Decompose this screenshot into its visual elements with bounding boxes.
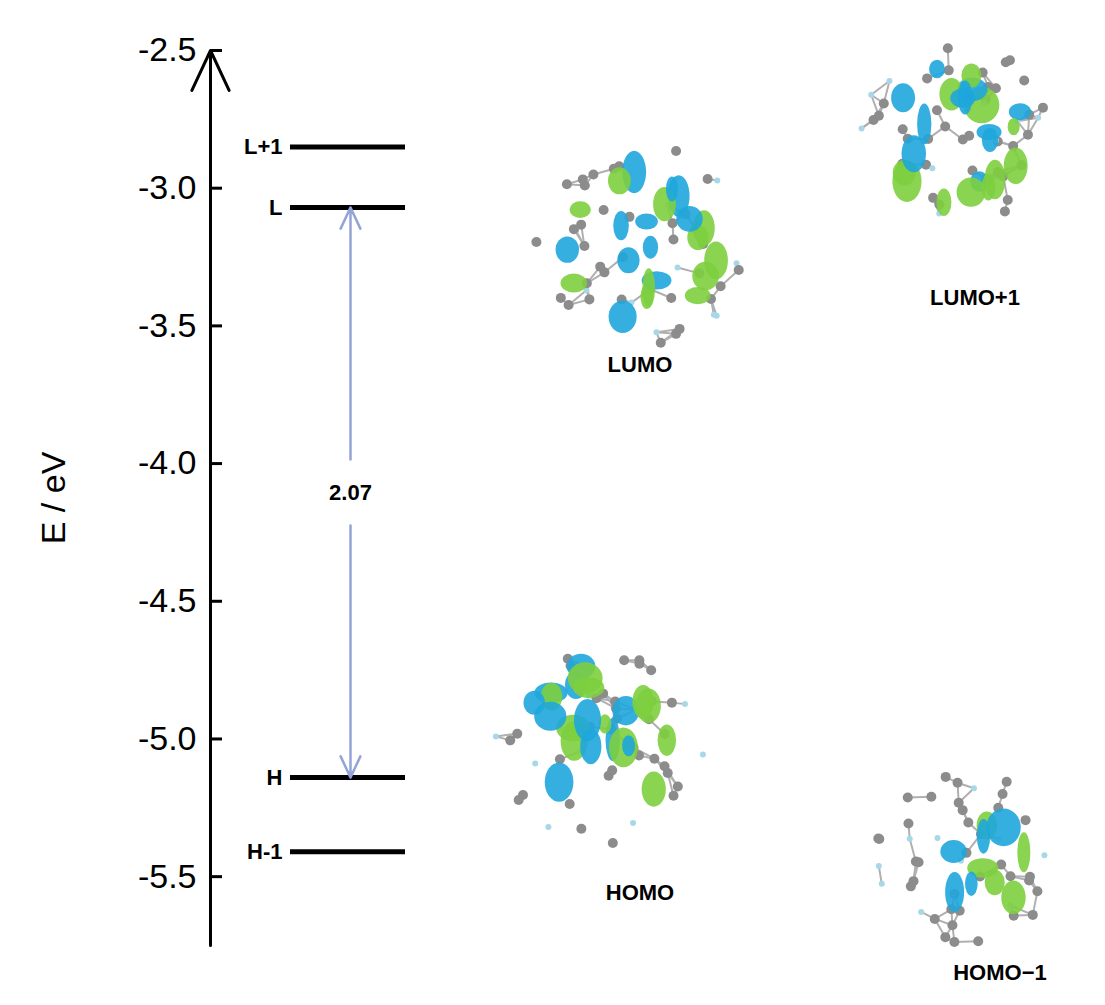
svg-text:L+1: L+1 bbox=[244, 134, 283, 159]
svg-text:-5.0: -5.0 bbox=[138, 719, 197, 757]
svg-text:2.07: 2.07 bbox=[329, 480, 372, 505]
svg-text:-2.5: -2.5 bbox=[138, 30, 197, 68]
svg-text:-3.5: -3.5 bbox=[138, 306, 197, 344]
svg-text:-3.0: -3.0 bbox=[138, 168, 197, 206]
svg-text:HOMO−1: HOMO−1 bbox=[953, 960, 1047, 985]
svg-text:-4.5: -4.5 bbox=[138, 581, 197, 619]
svg-text:LUMO: LUMO bbox=[608, 352, 673, 377]
svg-text:L: L bbox=[269, 195, 282, 220]
svg-text:LUMO+1: LUMO+1 bbox=[930, 285, 1020, 310]
svg-text:-5.5: -5.5 bbox=[138, 857, 197, 895]
svg-text:-4.0: -4.0 bbox=[138, 443, 197, 481]
svg-text:H: H bbox=[267, 765, 283, 790]
svg-text:E / eV: E / eV bbox=[34, 451, 72, 544]
svg-text:H-1: H-1 bbox=[247, 839, 282, 864]
svg-text:HOMO: HOMO bbox=[606, 880, 674, 905]
